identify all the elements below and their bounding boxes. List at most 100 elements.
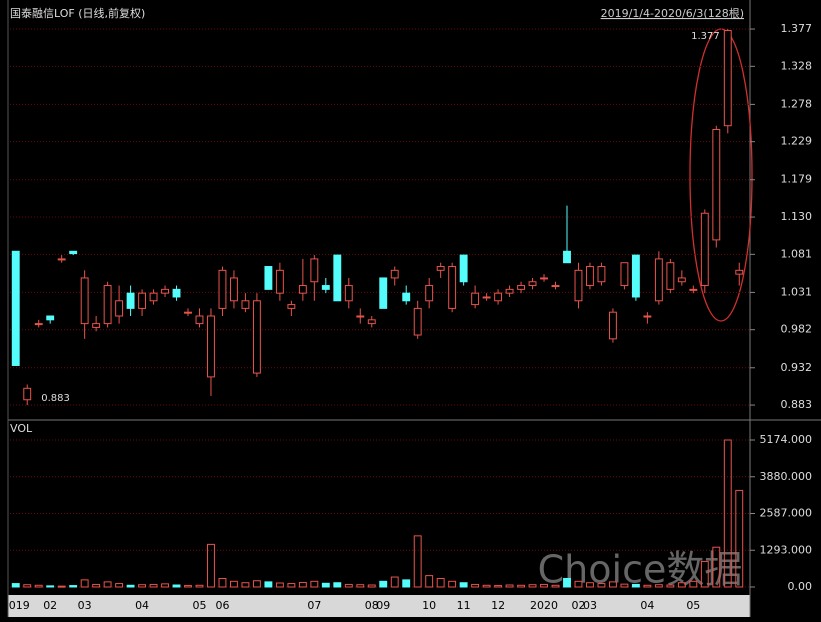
volume-bar	[563, 577, 571, 588]
volume-bar	[402, 579, 411, 588]
volume-bar	[138, 584, 147, 588]
y-tick-label: 1.031	[781, 285, 813, 298]
x-tick-label: 11	[457, 599, 471, 612]
y-tick-label: 1.377	[781, 22, 813, 35]
candle-body	[712, 129, 721, 241]
candle-body	[23, 387, 32, 401]
volume-bar	[252, 580, 261, 588]
x-tick-label: 12	[491, 599, 505, 612]
y-tick-label: 0.982	[781, 323, 813, 336]
candle-body	[161, 288, 169, 294]
y-tick-label: 0.00	[788, 580, 813, 593]
x-tick-label: 09	[376, 599, 390, 612]
candle-body	[379, 277, 388, 309]
y-tick-label: 1.328	[781, 59, 813, 72]
volume-bar	[356, 584, 365, 588]
volume-bar	[126, 584, 135, 588]
y-tick-label: 3880.000	[760, 470, 813, 483]
candle-body	[92, 323, 101, 328]
volume-bar	[436, 577, 445, 588]
candle-body	[11, 250, 20, 366]
volume-bar	[608, 581, 617, 588]
candle-body	[115, 300, 124, 317]
volume-bar	[344, 583, 353, 588]
candle-body	[252, 300, 261, 374]
volume-bar	[505, 584, 514, 588]
candle-body	[356, 315, 365, 318]
x-tick-label: 06	[215, 599, 229, 612]
y-tick-label: 1.278	[781, 97, 813, 110]
volume-bar	[459, 582, 468, 588]
y-tick-label: 1.130	[781, 210, 813, 223]
candle-body	[310, 258, 319, 283]
volume-bar	[310, 580, 319, 588]
candle-body	[138, 292, 147, 309]
volume-bar	[620, 583, 629, 588]
volume-bar	[723, 439, 732, 588]
y-tick-label: 5174.000	[760, 433, 813, 446]
x-tick-label: 02	[43, 599, 57, 612]
candle-body	[666, 262, 675, 290]
volume-bar	[275, 582, 284, 588]
candle-body	[34, 323, 43, 326]
candle-body	[413, 307, 422, 336]
x-tick-label: 2020	[530, 599, 558, 612]
volume-bar	[218, 577, 227, 588]
candle-body	[459, 254, 468, 283]
x-tick-label: 10	[422, 599, 436, 612]
candle-body	[620, 262, 629, 287]
candle-body	[69, 250, 78, 255]
x-tick-label: 03	[583, 599, 597, 612]
candle-body	[333, 254, 342, 302]
candle-body	[321, 285, 330, 290]
volume-bar	[287, 583, 296, 588]
volume-bar	[207, 543, 215, 588]
volume-bar	[574, 580, 583, 588]
candle-body	[287, 304, 296, 309]
candle-body	[700, 212, 709, 287]
volume-bar	[367, 584, 376, 588]
candle-body	[482, 296, 491, 299]
volume-bar	[92, 583, 101, 588]
volume-bar	[80, 579, 89, 588]
volume-bar	[264, 581, 273, 588]
chart-title: 国泰融信LOF (日线,前复权)	[10, 6, 145, 20]
volume-bar	[57, 585, 66, 588]
candle-body	[540, 277, 548, 280]
candle-body	[528, 281, 537, 287]
max-annotation: 1.377	[691, 31, 720, 42]
panel-title: VOL	[10, 422, 33, 435]
candle-body	[264, 266, 273, 290]
candle-body	[735, 269, 744, 275]
candle-body	[402, 292, 411, 302]
candle-body	[218, 269, 227, 309]
candle-body	[298, 285, 307, 294]
volume-bar	[115, 583, 124, 588]
y-tick-label: 2587.000	[760, 506, 813, 519]
volume-bar	[700, 560, 709, 588]
candle-body	[344, 285, 353, 302]
volume-bar	[69, 585, 78, 588]
candle-body	[425, 285, 434, 302]
volume-bar	[654, 584, 663, 588]
candle-body	[505, 288, 514, 294]
volume-bar	[184, 585, 192, 588]
volume-bar	[103, 581, 112, 588]
volume-bar	[149, 583, 158, 588]
candle-body	[654, 258, 663, 302]
candle-body	[574, 269, 583, 302]
y-tick-label: 0.883	[781, 398, 813, 411]
volume-bar	[540, 583, 548, 588]
volume-bar	[425, 575, 434, 588]
volume-bar	[631, 583, 640, 588]
x-tick-label: 07	[307, 599, 321, 612]
x-tick-label: 04	[640, 599, 654, 612]
x-tick-label: 2019	[2, 599, 30, 612]
candle-body	[126, 292, 135, 309]
candle-body	[367, 319, 376, 325]
volume-bar	[448, 580, 457, 588]
volume-bar	[321, 582, 330, 588]
volume-bar	[597, 583, 606, 588]
